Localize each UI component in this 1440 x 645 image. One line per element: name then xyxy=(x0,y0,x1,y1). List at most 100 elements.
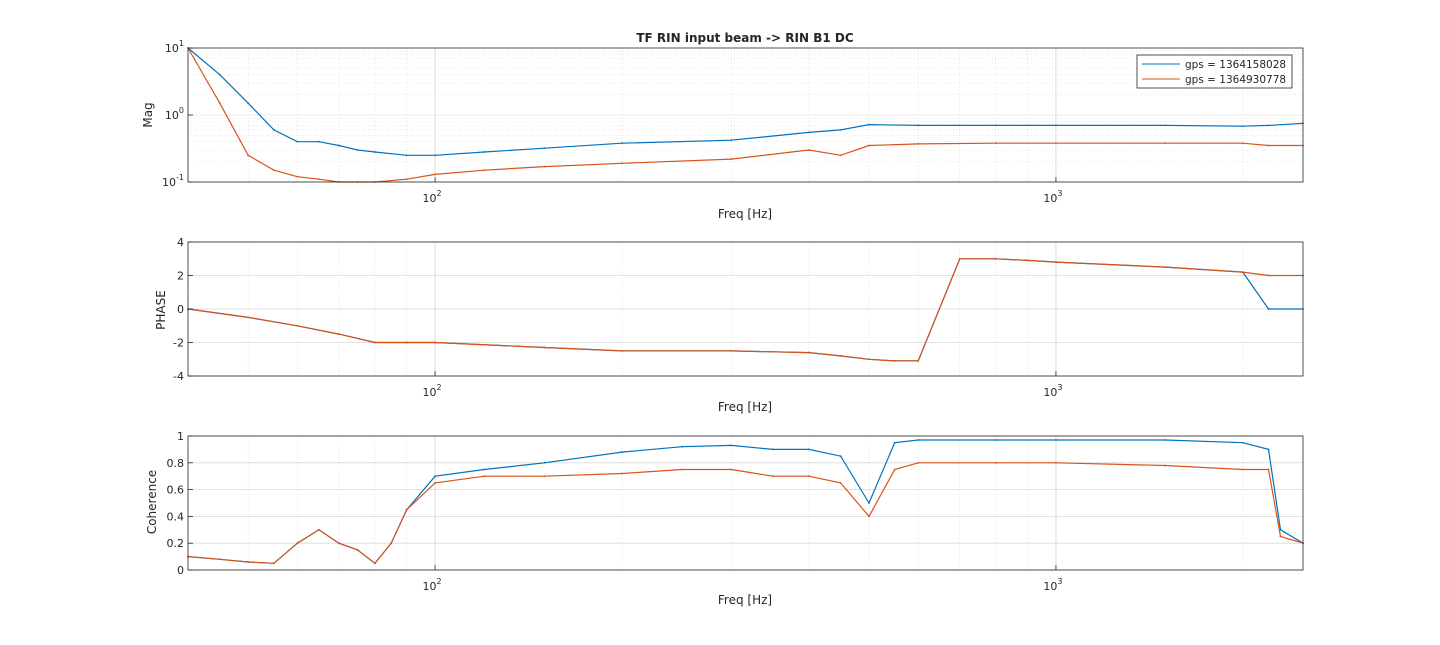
coherence-data-point xyxy=(994,439,997,441)
coherence-data-point xyxy=(917,439,920,441)
magnitude-data-point xyxy=(318,178,320,181)
magnitude-data-point xyxy=(483,151,486,153)
coherence-data-point xyxy=(893,441,896,444)
coherence-series-line-2 xyxy=(187,462,1304,565)
coherence-ytick-label: 0.8 xyxy=(167,457,185,470)
coherence-data-point xyxy=(730,468,733,471)
coherence-data-point xyxy=(621,472,623,475)
magnitude-data-point xyxy=(917,124,920,127)
legend-label-1: gps = 1364158028 xyxy=(1185,59,1286,71)
magnitude-data-point xyxy=(373,151,376,153)
phase-data-point xyxy=(1026,259,1029,262)
phase-ytick-label: 0 xyxy=(177,303,184,316)
magnitude-data-point xyxy=(296,140,299,143)
phase-ytick-label: 2 xyxy=(177,270,184,283)
coherence-data-point xyxy=(218,558,221,561)
coherence-ytick-label: 0.4 xyxy=(167,510,185,523)
coherence-data-point xyxy=(337,542,340,545)
legend-box xyxy=(1136,54,1293,89)
phase-data-point xyxy=(405,341,408,344)
phase-data-point xyxy=(730,349,733,352)
coherence-data-point xyxy=(1055,461,1057,464)
magnitude-legend: gps = 1364158028 gps = 1364930778 xyxy=(1136,54,1293,89)
coherence-data-point xyxy=(994,461,997,464)
magnitude-data-point xyxy=(1241,125,1244,128)
coherence-ytick-label: 0 xyxy=(177,564,184,577)
magnitude-data-point xyxy=(247,154,250,157)
coherence-data-point xyxy=(1164,464,1167,467)
coherence-data-point xyxy=(1164,439,1167,441)
coherence-data-point xyxy=(839,455,842,457)
phase-data-point xyxy=(621,349,623,352)
phase-data-point xyxy=(1164,266,1167,269)
magnitude-data-point xyxy=(356,149,359,151)
coherence-axes-box xyxy=(187,435,1304,571)
magnitude-data-point xyxy=(337,144,340,147)
magnitude-data-point xyxy=(318,140,320,143)
phase-data-point xyxy=(1055,261,1057,263)
coherence-data-point xyxy=(483,468,486,471)
phase-data-point xyxy=(958,257,961,260)
magnitude-data-point xyxy=(917,143,920,145)
magnitude-data-point xyxy=(272,128,275,131)
magnitude-xlabel: Freq [Hz] xyxy=(718,207,772,221)
magnitude-data-point xyxy=(405,154,408,157)
phase-data-point xyxy=(337,333,340,336)
phase-data-point xyxy=(296,324,299,327)
coherence-data-point xyxy=(807,448,810,451)
magnitude-series xyxy=(187,47,1304,183)
coherence-data-point xyxy=(1055,439,1057,441)
magnitude-data-point xyxy=(543,165,546,168)
coherence-data-point xyxy=(681,445,684,448)
phase-series xyxy=(187,257,1304,362)
magnitude-ylabel: Mag xyxy=(141,102,155,127)
coherence-data-point xyxy=(771,448,774,451)
coherence-data-point xyxy=(917,461,920,464)
phase-data-point xyxy=(1241,271,1244,274)
magnitude-data-point xyxy=(868,144,870,147)
phase-data-point xyxy=(807,351,810,354)
magnitude-data-point xyxy=(621,142,623,145)
coherence-ylabel: Coherence xyxy=(145,470,159,534)
coherence-data-point xyxy=(807,475,810,478)
magnitude-data-point xyxy=(434,154,436,157)
coherence-ytick-label: 0.6 xyxy=(167,484,185,497)
coherence-data-point xyxy=(730,444,733,447)
coherence-data-point xyxy=(893,468,896,471)
coherence-data-point xyxy=(543,461,546,464)
magnitude-data-point xyxy=(994,142,997,145)
legend-label-2: gps = 1364930778 xyxy=(1185,74,1286,86)
coherence-data-point xyxy=(543,475,546,478)
figure-title: TF RIN input beam -> RIN B1 DC xyxy=(636,31,853,45)
phase-xlabel: Freq [Hz] xyxy=(718,400,772,414)
phase-ylabel: PHASE xyxy=(154,290,168,330)
coherence-series xyxy=(187,439,1304,565)
coherence-data-point xyxy=(373,562,376,565)
coherence-data-point xyxy=(483,475,486,478)
magnitude-data-point xyxy=(1241,142,1244,145)
coherence-data-point xyxy=(868,502,870,504)
coherence-data-point xyxy=(247,561,250,563)
coherence-data-point xyxy=(1267,448,1270,451)
magnitude-data-point xyxy=(994,124,997,127)
coherence-data-point xyxy=(1241,441,1244,444)
coherence-data-point xyxy=(272,562,275,565)
magnitude-data-point xyxy=(1055,142,1057,145)
magnitude-data-point xyxy=(1267,144,1270,147)
coherence-data-point xyxy=(434,475,436,478)
magnitude-data-point xyxy=(1055,124,1057,127)
magnitude-data-point xyxy=(1164,124,1167,127)
phase-data-point xyxy=(839,355,842,357)
phase-data-point xyxy=(893,360,896,362)
coherence-data-point xyxy=(1279,535,1282,538)
coherence-data-point xyxy=(681,468,684,471)
coherence-data-point xyxy=(318,528,320,531)
magnitude-data-point xyxy=(807,131,810,134)
phase-data-point xyxy=(1267,274,1270,277)
phase-data-point xyxy=(1267,308,1270,310)
phase-data-point xyxy=(247,316,250,319)
phase-data-point xyxy=(994,257,997,260)
coherence-data-point xyxy=(771,475,774,478)
